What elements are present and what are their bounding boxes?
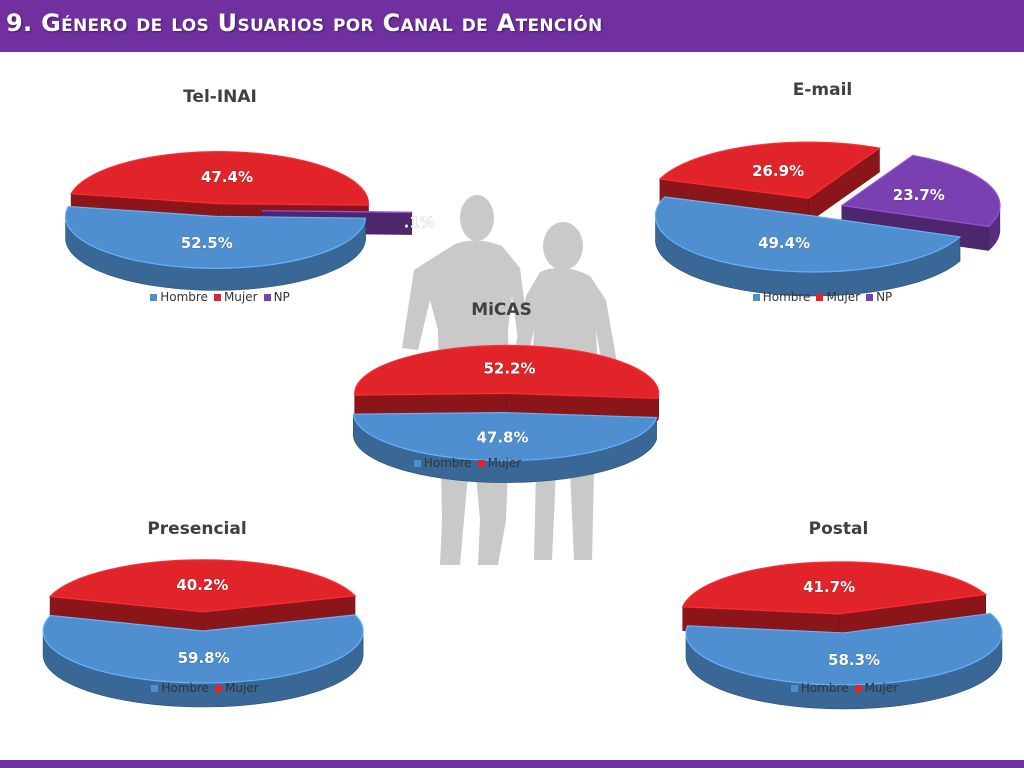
slice-value-label: 52.5% (181, 234, 233, 252)
chart-tel-inai: Tel-INAI 52.5% 47.4% .1% Hombre Mujer NP (55, 85, 435, 310)
slice-value-label: 23.7% (893, 186, 945, 204)
chart-title: E-mail (792, 80, 853, 100)
legend-label: Mujer (487, 456, 522, 470)
legend-swatch (816, 293, 824, 301)
legend-label: Hombre (800, 681, 849, 695)
legend-label: Hombre (762, 290, 811, 304)
legend-swatch (413, 459, 421, 467)
slice-value-label: 52.2% (483, 359, 535, 377)
chart-title: Postal (808, 519, 869, 539)
slice-value-label: 47.4% (201, 168, 253, 186)
pie-chart-email: 49.4% 26.9% 23.7% (654, 141, 1001, 297)
legend-label: Hombre (160, 290, 208, 304)
pie-slice-hombre (64, 205, 367, 291)
legend-item-hombre: Hombre (151, 681, 209, 695)
footer-bar (0, 760, 1024, 768)
legend-label: Mujer (223, 290, 258, 304)
chart-micas: MiCAS 47.8% 52.2% Hombre Mujer (340, 300, 675, 483)
legend-item-hombre: Hombre (150, 290, 208, 304)
legend: Hombre Mujer (300, 456, 635, 470)
chart-title: MiCAS (471, 300, 532, 320)
legend-swatch (263, 293, 271, 301)
pie-slice-hombre (654, 196, 962, 297)
legend-label: Mujer (826, 290, 861, 304)
pie-slice-mujer (354, 344, 660, 421)
legend: Hombre Mujer NP (650, 290, 995, 304)
pie-chart-tel-inai: 52.5% 47.4% .1% (64, 151, 435, 291)
legend-swatch (213, 293, 221, 301)
legend-item-mujer: Mujer (854, 681, 899, 695)
pie-chart-presencial: 59.8% 40.2% (42, 559, 364, 708)
legend-item-hombre: Hombre (413, 456, 472, 470)
legend-swatch (866, 293, 874, 301)
slice-value-label: 47.8% (476, 429, 528, 447)
legend-item-hombre: Hombre (790, 681, 849, 695)
pie-chart-postal: 58.3% 41.7% (681, 561, 1003, 710)
legend-swatch (150, 293, 158, 301)
slice-value-label: 41.7% (803, 578, 855, 596)
page-title: 9. Género de los Usuarios por Canal de A… (6, 9, 603, 37)
pie-slice-hombre (42, 614, 364, 708)
legend-item-np: NP (866, 290, 892, 304)
slice-value-label: 40.2% (176, 576, 228, 594)
pie-slice-hombre (352, 411, 658, 483)
pie-slice-hombre (685, 612, 1003, 710)
legend-swatch (790, 684, 798, 692)
chart-presencial: Presencial 59.8% 40.2% Hombre Mujer (35, 515, 375, 708)
legend-label: Mujer (225, 681, 259, 695)
legend-swatch (215, 684, 223, 692)
slice-value-label: 49.4% (758, 234, 810, 252)
legend-item-mujer: Mujer (816, 290, 860, 304)
legend-swatch (854, 684, 862, 692)
legend: Hombre Mujer NP (55, 290, 385, 304)
slice-value-label: 26.9% (752, 162, 804, 180)
legend: Hombre Mujer (35, 681, 375, 695)
slice-value-label: 58.3% (828, 651, 880, 669)
chart-postal: Postal 58.3% 41.7% Hombre Mujer (672, 515, 1017, 710)
legend: Hombre Mujer (672, 681, 1017, 695)
legend-label: Hombre (423, 456, 472, 470)
legend-item-mujer: Mujer (215, 681, 259, 695)
legend-label: NP (273, 290, 290, 304)
slice-value-label: .1% (404, 213, 435, 231)
legend-item-mujer: Mujer (477, 456, 522, 470)
legend-label: Hombre (161, 681, 210, 695)
pie-slice-mujer (48, 559, 357, 637)
chart-title: Tel-INAI (183, 87, 257, 107)
chart-email: E-mail 49.4% 26.9% 23.7% Hombre Mujer NP (650, 80, 1001, 310)
header-bar: 9. Género de los Usuarios por Canal de A… (0, 0, 1024, 52)
legend-swatch (752, 293, 760, 301)
legend-item-np: NP (263, 290, 290, 304)
chart-title: Presencial (147, 519, 247, 539)
legend-swatch (151, 684, 159, 692)
legend-label: NP (876, 290, 893, 304)
slice-value-label: 59.8% (178, 649, 230, 667)
legend-label: Mujer (864, 681, 899, 695)
legend-item-hombre: Hombre (752, 290, 811, 304)
pie-chart-micas: 47.8% 52.2% (352, 344, 660, 483)
legend-swatch (477, 459, 485, 467)
legend-item-mujer: Mujer (213, 290, 258, 304)
